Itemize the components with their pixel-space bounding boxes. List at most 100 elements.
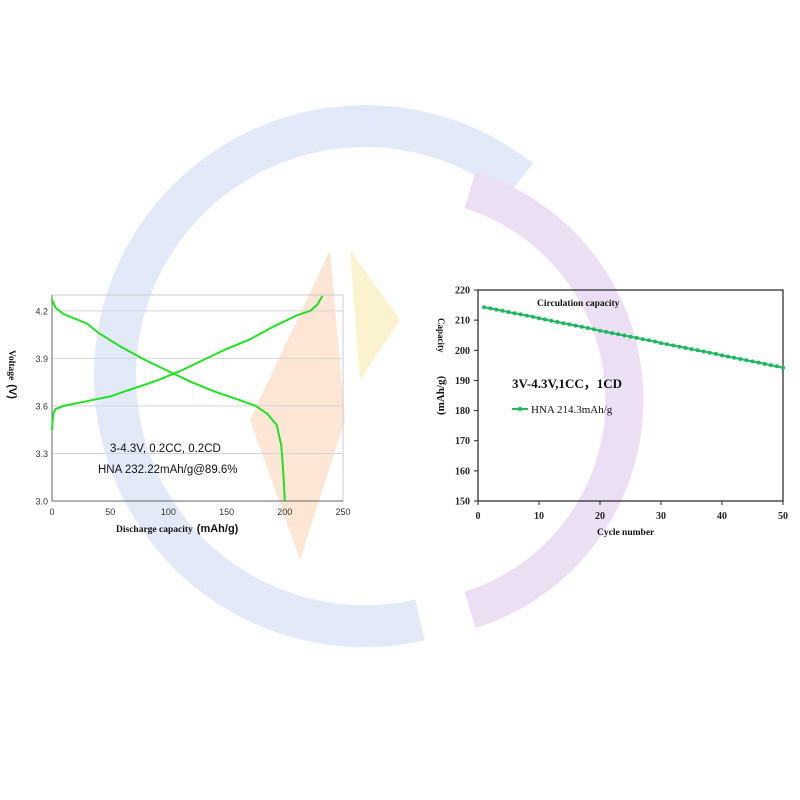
right-data-point <box>567 322 572 327</box>
right-data-point <box>512 311 517 316</box>
watermark-yellow-shape <box>350 250 400 380</box>
right-data-point <box>774 364 779 369</box>
left-annotation-conditions: 3-4.3V, 0.2CC, 0.2CD <box>110 443 221 455</box>
right-data-point <box>732 355 737 360</box>
right-data-point <box>713 351 718 356</box>
right-data-point <box>610 331 615 336</box>
right-series <box>482 305 785 370</box>
right-data-point <box>750 359 755 364</box>
right-data-point <box>494 307 499 312</box>
left-x-tick-label: 0 <box>49 507 54 517</box>
right-data-point <box>555 320 560 324</box>
left-x-tick-label: 250 <box>335 507 350 517</box>
right-data-point <box>628 334 633 339</box>
right-data-point <box>482 305 487 310</box>
right-plot-frame <box>477 289 784 502</box>
right-legend: HNA 214.3mAh/g <box>512 404 613 416</box>
right-data-point <box>500 308 505 313</box>
right-annotation-conditions: 3V-4.3V,1CC，1CD <box>512 376 622 391</box>
left-y-tick-labels: 3.0 3.3 3.6 3.9 4.2 <box>35 306 48 506</box>
right-data-point <box>585 326 590 330</box>
left-x-tick-label: 50 <box>105 507 115 517</box>
right-data-point <box>598 328 602 333</box>
right-x-tick-labels: 0 10 20 30 40 50 <box>476 501 788 522</box>
left-x-axis-label: Discharge capacity (mAh/g) <box>116 523 239 535</box>
left-discharge-curve <box>51 298 286 502</box>
watermark-orange-shape <box>250 250 345 560</box>
right-data-point <box>695 348 700 353</box>
right-data-point <box>561 321 566 326</box>
right-x-tick-label: 50 <box>778 511 788 522</box>
right-data-point <box>781 365 785 370</box>
right-data-point <box>579 324 584 329</box>
right-data-point <box>768 363 773 368</box>
right-data-point <box>573 323 578 328</box>
right-x-tick-label: 20 <box>595 511 605 522</box>
watermark-blue-arc <box>93 105 533 648</box>
right-y-tick-label: 200 <box>455 346 470 357</box>
left-y-tick-label: 3.3 <box>35 449 48 459</box>
right-data-point <box>762 361 767 366</box>
right-x-tick-label: 10 <box>534 511 544 522</box>
left-x-tick-labels: 0 50 100 150 200 250 <box>49 507 350 517</box>
left-x-tick-label: 150 <box>219 507 234 517</box>
left-y-tick-label: 3.6 <box>35 401 48 411</box>
right-y-axis-label: Capacity <box>436 318 446 353</box>
right-data-point <box>616 332 621 337</box>
right-y-axis-unit: (mAh/g) <box>435 376 447 415</box>
right-data-point <box>677 344 682 349</box>
right-y-tick-label: 170 <box>455 436 470 447</box>
right-data-point <box>640 337 645 342</box>
left-y-tick-label: 3.0 <box>35 497 48 507</box>
right-data-point <box>652 339 657 344</box>
left-y-tick-label: 4.2 <box>35 306 48 316</box>
right-data-point <box>689 347 694 352</box>
right-y-tick-label: 210 <box>455 316 470 327</box>
right-data-point <box>756 360 761 365</box>
left-series <box>51 295 323 502</box>
charge-discharge-chart: 0 50 100 150 200 250 3.0 3.3 3.6 3.9 4.2 3-4.3V, … <box>6 294 351 535</box>
right-x-tick-label: 0 <box>476 511 481 522</box>
right-data-point <box>604 329 609 334</box>
left-charge-curve <box>51 295 323 431</box>
left-gridlines <box>52 310 343 454</box>
right-y-tick-label: 220 <box>455 286 470 297</box>
right-data-point <box>738 357 743 361</box>
right-data-point <box>707 350 712 355</box>
right-x-tick-label: 30 <box>656 511 666 522</box>
right-data-point <box>524 313 529 318</box>
left-y-axis-label: Voltage(V) <box>6 350 18 399</box>
right-legend-marker <box>517 406 523 412</box>
right-data-point <box>537 316 541 321</box>
right-y-tick-label: 180 <box>455 406 470 417</box>
right-chart-title: Circulation capacity <box>537 299 620 309</box>
right-data-point <box>646 338 651 343</box>
right-y-tick-labels: 150 160 170 180 190 200 210 220 <box>455 286 478 508</box>
circular-arrows-logo-watermark <box>93 105 644 648</box>
cycle-life-chart: 0 10 20 30 40 50 150 160 170 180 190 200 210 220 Cir… <box>435 286 788 539</box>
right-data-point <box>671 343 676 348</box>
right-x-axis-label: Cycle number <box>597 528 655 538</box>
right-y-tick-label: 160 <box>455 466 470 477</box>
right-data-point <box>726 354 731 359</box>
right-data-point <box>549 318 554 323</box>
right-data-point <box>665 342 670 347</box>
right-data-point <box>659 341 663 346</box>
right-data-point <box>591 327 596 332</box>
right-data-point <box>530 314 535 319</box>
left-x-tick-label: 100 <box>161 507 176 517</box>
right-data-point <box>634 335 639 340</box>
right-data-point <box>543 317 548 322</box>
watermark-purple-arc <box>464 171 644 629</box>
right-y-tick-label: 190 <box>455 376 470 387</box>
left-y-tick-label: 3.9 <box>35 354 48 364</box>
right-data-point <box>622 333 627 338</box>
right-data-point <box>701 349 706 354</box>
left-x-tick-label: 200 <box>277 507 292 517</box>
right-data-point <box>744 358 749 363</box>
right-data-point <box>488 306 493 311</box>
left-annotation-capacity: HNA 232.22mAh/g@89.6% <box>98 464 238 476</box>
right-data-point <box>720 353 724 358</box>
right-x-tick-label: 40 <box>717 511 727 522</box>
